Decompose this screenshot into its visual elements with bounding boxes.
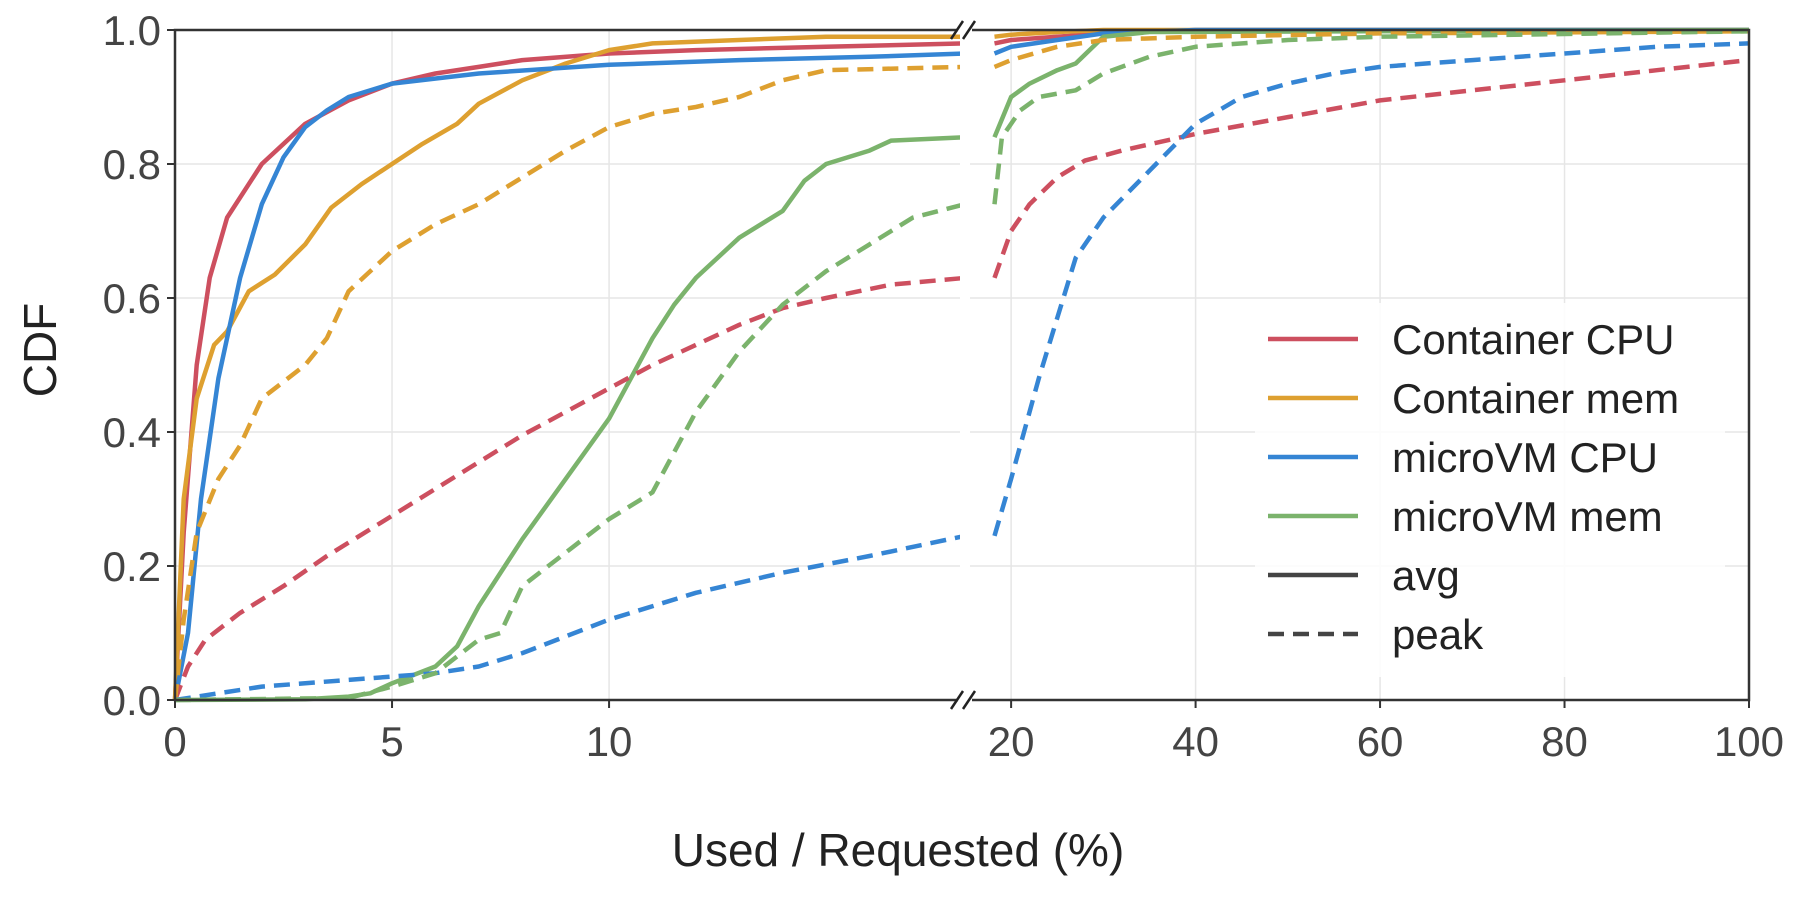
axis-break-gap <box>960 32 970 698</box>
series-line-microvm-mem-avg-right <box>992 27 1750 139</box>
axis-break-mark <box>949 20 965 40</box>
legend-entry-label: peak <box>1392 611 1484 658</box>
x-tick-label: 80 <box>1541 718 1588 765</box>
y-tick-label: 0.4 <box>103 409 161 456</box>
x-tick-label: 0 <box>163 718 186 765</box>
y-tick-label: 0.2 <box>103 543 161 590</box>
axis-break-mark <box>961 20 977 40</box>
x-tick-label: 10 <box>586 718 633 765</box>
x-tick-label: 100 <box>1714 718 1784 765</box>
axis-break-mark <box>949 690 965 710</box>
y-axis-label: CDF <box>14 303 66 398</box>
series-layer <box>172 27 1750 703</box>
legend-background <box>1255 303 1725 677</box>
series-line-container-cpu-peak-left <box>172 275 966 701</box>
series-line-microvm-mem-avg-left <box>174 134 966 703</box>
x-tick-label: 20 <box>988 718 1035 765</box>
y-tick-label: 1.0 <box>103 7 161 54</box>
axis-break-cover <box>958 696 972 704</box>
x-axis-label: Used / Requested (%) <box>672 824 1125 876</box>
axis-break-gap-rect <box>960 32 970 698</box>
legend-entry-label: avg <box>1392 552 1460 599</box>
series-line-microvm-cpu-avg-left <box>172 51 966 701</box>
y-tick-label: 0.6 <box>103 275 161 322</box>
series-line-microvm-cpu-peak-right <box>992 41 1750 537</box>
series-line-container-mem-peak-left <box>172 64 966 701</box>
axis-break-mark <box>961 690 977 710</box>
legend: Container CPU Container mem microVM CPU mic… <box>1255 303 1725 677</box>
tick-labels: 0.0 0.2 0.4 0.6 0.8 1.0 0 5 10 20 40 60 80 100 <box>103 7 1784 765</box>
axis-break-cover <box>958 26 972 34</box>
legend-entry-label: microVM mem <box>1392 493 1663 540</box>
legend-entry-label: microVM CPU <box>1392 434 1658 481</box>
series-line-microvm-mem-peak-left <box>174 202 966 703</box>
series-line-microvm-mem-peak-right <box>992 29 1750 205</box>
legend-entry-label: Container CPU <box>1392 316 1674 363</box>
plot-frame <box>173 20 1751 710</box>
legend-entry-label: Container mem <box>1392 375 1679 422</box>
series-line-container-mem-avg-left <box>172 34 965 701</box>
y-tick-label: 0.0 <box>103 677 161 724</box>
x-tick-label: 5 <box>380 718 403 765</box>
x-tick-label: 60 <box>1357 718 1404 765</box>
x-tick-label: 40 <box>1172 718 1219 765</box>
y-tick-label: 0.8 <box>103 141 161 188</box>
series-line-container-cpu-peak-right <box>992 57 1750 279</box>
series-line-container-mem-peak-right <box>993 29 1750 69</box>
series-line-microvm-cpu-peak-left <box>174 533 966 703</box>
